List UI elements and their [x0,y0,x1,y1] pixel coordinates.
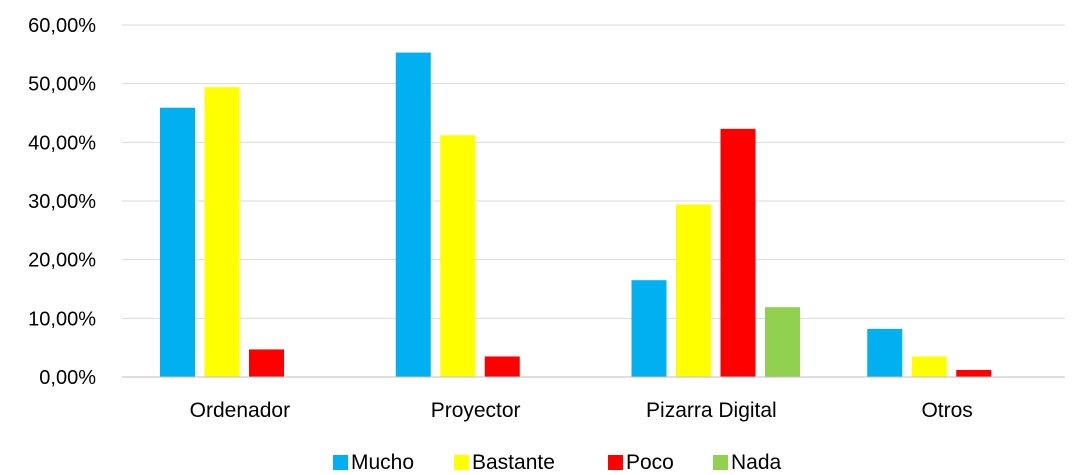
bars [160,52,992,377]
y-tick-label: 10,00% [28,308,96,330]
legend-swatch-bastante [454,455,469,470]
x-category-label: Otros [921,399,972,422]
y-tick-label: 50,00% [28,74,96,96]
legend-label-mucho: Mucho [351,451,414,474]
bar-mucho-pizarra-digital [631,280,667,377]
x-category-label: Proyector [431,399,521,422]
bar-bastante-pizarra-digital [676,204,711,377]
y-tick-label: 0,00% [39,367,96,389]
y-tick-label: 20,00% [28,250,96,272]
x-category-label: Pizarra Digital [646,399,777,422]
x-axis: Ordenador Proyector Pizarra Digital Otros [122,376,1065,422]
legend: Mucho Bastante Poco Nada [333,451,782,474]
legend-label-poco: Poco [626,451,674,474]
bar-bastante-proyector [440,135,476,377]
bar-mucho-proyector [395,52,431,377]
y-axis: 0,00% 10,00% 20,00% 30,00% 40,00% 50,00% 60,00… [28,15,96,389]
y-tick-label: 30,00% [28,191,96,213]
legend-label-nada: Nada [731,451,782,474]
y-tick-label: 60,00% [28,15,96,37]
bar-mucho-otros [867,328,903,377]
legend-swatch-nada [713,455,728,470]
gridlines [122,24,1065,378]
legend-swatch-poco [608,455,623,470]
legend-swatch-mucho [333,455,348,470]
x-category-label: Ordenador [190,399,290,422]
bar-mucho-ordenador [160,107,195,377]
bar-poco-ordenador [249,349,284,377]
bar-poco-pizarra-digital [720,128,756,377]
bar-bastante-ordenador [204,87,240,377]
bar-nada-pizarra-digital [765,307,800,377]
bar-poco-otros [956,369,992,377]
y-tick-label: 40,00% [28,132,96,154]
bar-poco-proyector [484,356,520,377]
legend-label-bastante: Bastante [472,451,555,474]
bar-bastante-otros [911,356,947,377]
